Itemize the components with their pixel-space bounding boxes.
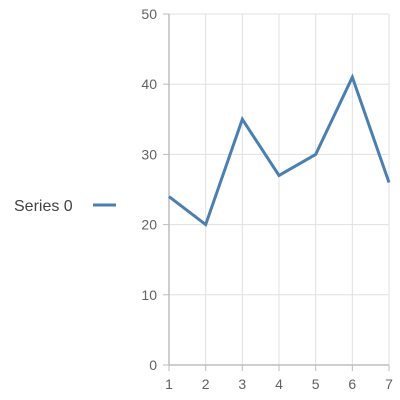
y-tick-label: 40 (141, 76, 157, 92)
y-tick-label: 50 (141, 6, 157, 22)
y-tick-label: 30 (141, 146, 157, 162)
x-axis-ticks: 1 2 3 4 5 6 7 (165, 365, 393, 392)
x-tick-label: 2 (202, 376, 210, 392)
x-tick-label: 7 (385, 376, 393, 392)
y-tick-label: 0 (149, 357, 157, 373)
x-tick-label: 1 (165, 376, 173, 392)
x-tick-label: 6 (348, 376, 356, 392)
series-group (168, 73, 391, 228)
x-tick-label: 5 (312, 376, 320, 392)
series-line-0[interactable] (168, 73, 391, 228)
x-tick-label: 4 (275, 376, 283, 392)
legend[interactable]: Series 0 (14, 198, 116, 215)
y-axis-ticks: 0 10 20 30 40 50 (141, 6, 169, 373)
y-tick-label: 20 (141, 217, 157, 233)
grid-lines (169, 13, 390, 365)
y-tick-label: 10 (141, 287, 157, 303)
legend-label-series-0: Series 0 (14, 198, 73, 215)
x-tick-label: 3 (238, 376, 246, 392)
